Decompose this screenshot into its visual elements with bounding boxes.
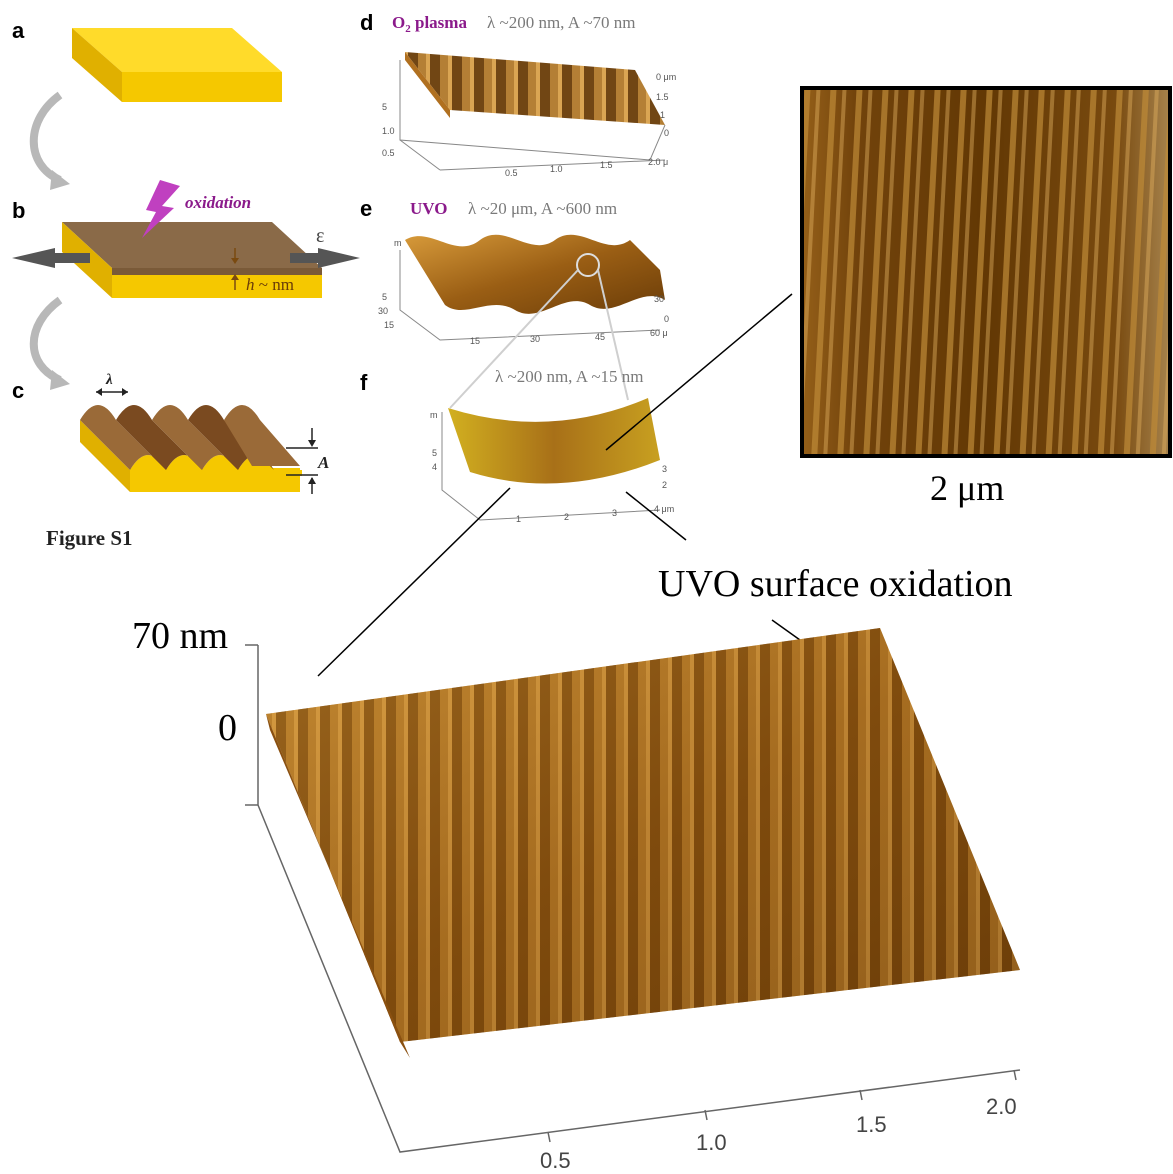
svg-text:1: 1 [660, 110, 665, 120]
main-x-ticks [547, 1069, 1017, 1143]
svg-text:45: 45 [595, 332, 605, 342]
panel-c-wrinkled-slab [80, 405, 302, 492]
panel-e-method: UVO [410, 199, 447, 218]
svg-text:30: 30 [654, 294, 664, 304]
panel-f-surface-plot [441, 398, 661, 521]
arrow-b-to-c-head [50, 370, 70, 390]
zoom-line-left [449, 269, 579, 409]
connector-annotation [771, 619, 801, 641]
wavelength-label: λ [105, 372, 113, 388]
z-min-label: 0 [218, 707, 237, 749]
svg-text:1.5: 1.5 [600, 160, 613, 170]
arrow-a-to-b-head [50, 170, 70, 190]
svg-text:0: 0 [664, 314, 669, 324]
main-axes [257, 645, 1021, 1153]
panel-b-letter: b [12, 198, 25, 223]
svg-text:1.5: 1.5 [856, 1112, 887, 1137]
svg-text:0 μm: 0 μm [656, 72, 676, 82]
svg-text:1.0: 1.0 [382, 126, 395, 136]
svg-text:30: 30 [530, 334, 540, 344]
lightning-icon [142, 180, 180, 238]
strain-arrow-right [318, 248, 360, 268]
afm-scale-label: 2 μm [930, 468, 1004, 508]
panel-e-surface-plot [399, 234, 665, 341]
svg-text:1.5: 1.5 [656, 92, 669, 102]
panel-d-surface-plot [399, 52, 666, 171]
svg-text:0.5: 0.5 [540, 1148, 571, 1173]
svg-text:5: 5 [382, 292, 387, 302]
svg-text:3: 3 [612, 508, 617, 518]
connector-to-afm [605, 293, 793, 451]
thickness-label: h ~ nm [246, 275, 294, 294]
connector-right [625, 491, 687, 541]
svg-text:1.0: 1.0 [696, 1130, 727, 1155]
svg-text:0.5: 0.5 [505, 168, 518, 178]
svg-text:2: 2 [662, 480, 667, 490]
strain-label: ε [316, 225, 324, 247]
panel-e-params: λ ~20 μm, A ~600 nm [468, 199, 617, 218]
arrow-b-to-c [29, 296, 63, 384]
svg-text:15: 15 [470, 336, 480, 346]
figure-label: Figure S1 [46, 526, 133, 550]
svg-text:m: m [430, 410, 438, 420]
panel-d-letter: d [360, 10, 373, 35]
svg-text:2.0 μ: 2.0 μ [648, 157, 668, 167]
panel-d-params: λ ~200 nm, A ~70 nm [487, 13, 635, 32]
panel-f-params: λ ~200 nm, A ~15 nm [495, 367, 643, 386]
oxidation-label: oxidation [185, 193, 251, 212]
svg-text:15: 15 [384, 320, 394, 330]
connector-left [317, 487, 511, 677]
svg-text:m: m [394, 238, 402, 248]
z-max-label: 70 nm [132, 615, 228, 657]
zoom-line-right [597, 269, 629, 401]
main-surface-plot [266, 628, 1020, 1058]
panel-a-letter: a [12, 18, 25, 43]
panel-e-letter: e [360, 196, 372, 221]
arrow-a-to-b [29, 91, 63, 184]
annotation-label: UVO surface oxidation [658, 563, 1013, 605]
svg-text:4 μm: 4 μm [654, 504, 674, 514]
svg-text:3: 3 [662, 464, 667, 474]
svg-text:30: 30 [378, 306, 388, 316]
svg-text:1: 1 [516, 514, 521, 524]
strain-arrow-left [12, 248, 55, 268]
svg-text:2: 2 [564, 512, 569, 522]
zoom-circle [576, 253, 600, 277]
amplitude-label: A [317, 453, 329, 472]
svg-text:0.5: 0.5 [382, 148, 395, 158]
panel-a-gold-slab [72, 28, 282, 102]
svg-text:60 μ: 60 μ [650, 328, 668, 338]
svg-text:4: 4 [432, 462, 437, 472]
panel-c-letter: c [12, 378, 24, 403]
afm-height-image [800, 86, 1172, 458]
svg-text:2.0: 2.0 [986, 1094, 1017, 1119]
panel-f-letter: f [360, 370, 368, 395]
svg-text:0: 0 [664, 128, 669, 138]
svg-text:5: 5 [432, 448, 437, 458]
panel-d-method: O2 plasma [392, 13, 467, 35]
svg-text:1.0: 1.0 [550, 164, 563, 174]
svg-text:5: 5 [382, 102, 387, 112]
